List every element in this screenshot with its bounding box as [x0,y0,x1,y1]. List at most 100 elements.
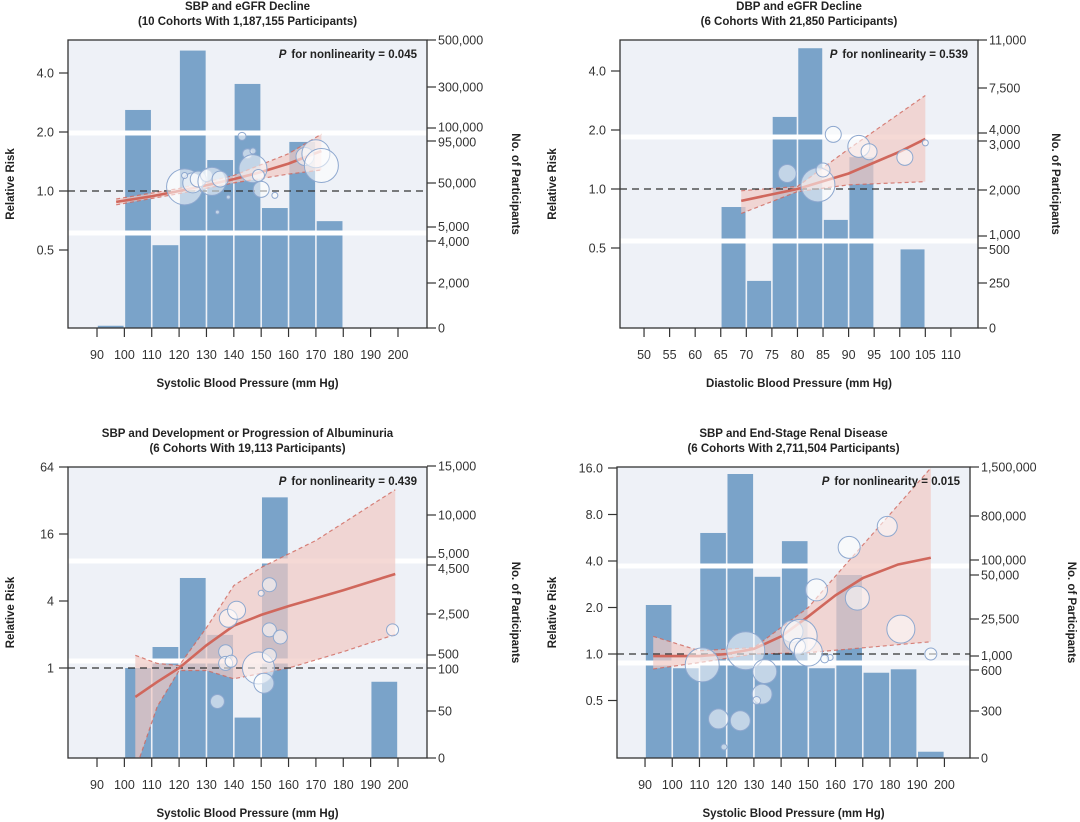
x-tick-label: 140 [223,778,244,792]
x-tick-label: 190 [360,778,381,792]
x-tick-label: 90 [842,348,856,362]
y2-tick-label: 1,000 [989,228,1020,242]
y2-tick-label: 600 [981,664,1002,678]
x-tick-label: 85 [816,348,830,362]
y-tick-label: 16.0 [579,462,603,476]
participant-bar [97,325,124,328]
ci-upper-line [135,489,396,667]
y-tick-label: 0.5 [37,244,54,258]
y2-tick-label: 50,000 [981,569,1019,583]
y-axis-title: Relative Risk [547,148,559,220]
y2-tick-label: 100 [438,663,459,677]
cohort-point [752,659,778,685]
ci-upper-line [116,133,322,200]
x-tick-label: 75 [765,348,779,362]
x-tick-label: 180 [333,778,354,792]
y2-tick-label: 50,000 [438,177,476,191]
panel-title: SBP and End-Stage Renal Disease [699,428,887,440]
x-tick-label: 80 [791,348,805,362]
panel-subtitle: (6 Cohorts With 19,113 Participants) [149,443,345,455]
ci-upper-line [653,467,932,652]
x-tick-label: 50 [637,348,651,362]
y2-tick-label: 0 [989,322,996,336]
x-tick-label: 70 [739,348,753,362]
cohort-point [726,631,766,671]
axis-break-band [68,130,427,136]
y-tick-label: 4 [47,595,54,609]
y-tick-label: 0.5 [586,694,603,708]
cohort-point [211,170,229,188]
cohort-point [224,654,238,668]
axis-break-band [617,660,970,666]
cohort-point [249,147,257,155]
plot-frame [619,39,979,329]
cohort-point [272,629,288,645]
cohort-point [860,143,878,161]
x-tick-label: 160 [278,348,299,362]
y2-tick-label: 11,000 [989,34,1026,48]
panel-title: DBP and eGFR Decline [736,1,862,13]
cohort-point [876,515,898,537]
y-axis-title: Relative Risk [547,576,559,648]
y-tick-label: 4.0 [586,555,603,569]
x-tick-label: 200 [934,778,955,792]
cohort-point [837,535,861,559]
y2-tick-label: 4,000 [438,235,469,249]
x-tick-label: 65 [714,348,728,362]
y-tick-label: 64 [40,461,54,475]
y-tick-label: 4.0 [37,67,54,81]
cohort-point [720,743,728,751]
x-tick-label: 110 [142,348,162,362]
y2-tick-label: 100,000 [438,121,483,135]
y2-tick-label: 0 [438,322,445,336]
participant-bar [645,604,672,758]
plot-area [620,48,978,328]
x-tick-label: 60 [688,348,702,362]
ci-lower-line [116,169,322,206]
x-tick-label: 90 [90,778,104,792]
y-tick-label: 1.0 [586,648,603,662]
cohort-point [684,647,720,683]
plot-frame [67,39,428,329]
participant-bar [917,751,944,758]
x-tick-label: 180 [880,778,901,792]
cohort-point [804,578,828,602]
cohort-point [886,614,916,644]
x-tick-label: 120 [716,778,737,792]
x-tick-label: 100 [114,348,135,362]
y2-tick-label: 5,000 [438,547,469,561]
participant-bar [747,280,772,328]
cohort-point [303,147,339,183]
x-tick-label: 170 [305,778,326,792]
participant-bar [261,208,288,328]
cohort-point [261,577,277,593]
y2-tick-label: 2,000 [438,277,469,291]
panel-subtitle: (6 Cohorts With 2,711,504 Participants) [687,443,899,455]
y-tick-label: 16 [40,528,54,542]
y2-tick-label: 1,000 [981,649,1012,663]
p-text: for nonlinearity = 0.045 [291,49,417,61]
x-tick-label: 90 [638,778,652,792]
p-text: for nonlinearity = 0.539 [842,49,968,61]
cohort-point [729,710,751,732]
x-tick-label: 150 [251,348,272,362]
x-tick-label: 110 [941,348,961,362]
x-tick-label: 200 [388,778,409,792]
participant-bar [673,668,699,758]
x-tick-label: 90 [90,348,104,362]
y2-tick-label: 800,000 [981,510,1026,524]
p-text: for nonlinearity = 0.015 [834,476,960,488]
y-tick-label: 1.0 [589,183,606,197]
y2-tick-label: 1,500,000 [981,461,1037,475]
y2-tick-label: 4,000 [989,123,1020,137]
p-symbol: P [822,476,830,488]
x-tick-label: 130 [196,778,217,792]
p-symbol: P [279,476,287,488]
x-tick-label: 105 [915,348,936,362]
panel-subtitle: (6 Cohorts With 21,850 Participants) [701,16,898,28]
x-axis-title: Systolic Blood Pressure (mm Hg) [156,808,338,820]
x-axis-title: Systolic Blood Pressure (mm Hg) [156,378,338,390]
